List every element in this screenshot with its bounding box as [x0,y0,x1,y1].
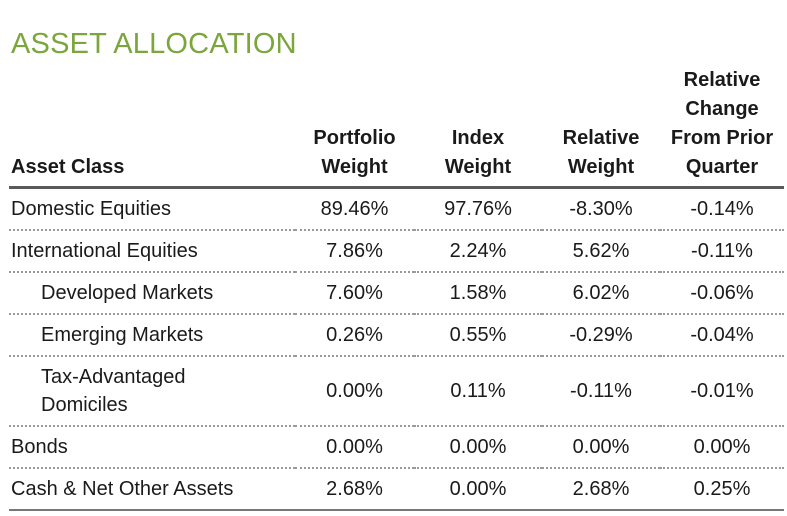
header-index-weight: Index Weight [414,66,542,189]
table-row: Developed Markets 7.60% 1.58% 6.02% -0.06% [9,272,784,315]
portfolio-weight-cell: 0.26% [295,314,414,357]
table-body: Domestic Equities 89.46% 97.76% -8.30% -0.14… [9,187,784,511]
asset-class-cell: Bonds [9,426,295,469]
header-asset-class: Asset Class [9,66,295,189]
relative-change-cell: -0.14% [660,187,784,231]
asset-class-cell: Developed Markets [9,272,295,315]
header-portfolio-weight: Portfolio Weight [295,66,414,189]
index-weight-cell: 0.00% [414,468,542,511]
index-weight-cell: 0.55% [414,314,542,357]
relative-change-cell: -0.04% [660,314,784,357]
asset-class-cell: Tax-Advantaged Domiciles [9,356,295,427]
table-row: International Equities 7.86% 2.24% 5.62% -0.… [9,230,784,273]
table-header: Asset Class Portfolio Weight Index Weight Rel… [9,66,784,189]
relative-weight-cell: -0.11% [542,356,660,427]
index-weight-cell: 2.24% [414,230,542,273]
relative-weight-cell: 2.68% [542,468,660,511]
relative-change-cell: -0.11% [660,230,784,273]
relative-change-cell: 0.25% [660,468,784,511]
table-row: Bonds 0.00% 0.00% 0.00% 0.00% [9,426,784,469]
relative-weight-cell: 0.00% [542,426,660,469]
index-weight-cell: 97.76% [414,187,542,231]
page-title: ASSET ALLOCATION [11,28,297,61]
index-weight-cell: 0.00% [414,426,542,469]
asset-class-cell: International Equities [9,230,295,273]
relative-change-cell: -0.01% [660,356,784,427]
table-row: Tax-Advantaged Domiciles 0.00% 0.11% -0.11% -… [9,356,784,427]
asset-class-cell: Emerging Markets [9,314,295,357]
asset-allocation-table: Asset Class Portfolio Weight Index Weight Rel… [9,66,784,511]
table-row: Domestic Equities 89.46% 97.76% -8.30% -0.14… [9,187,784,231]
relative-change-cell: -0.06% [660,272,784,315]
header-row: Asset Class Portfolio Weight Index Weight Rel… [9,66,784,189]
relative-weight-cell: -8.30% [542,187,660,231]
portfolio-weight-cell: 0.00% [295,426,414,469]
portfolio-weight-cell: 0.00% [295,356,414,427]
portfolio-weight-cell: 89.46% [295,187,414,231]
index-weight-cell: 1.58% [414,272,542,315]
header-relative-change: Relative Change From Prior Quarter [660,66,784,189]
portfolio-weight-cell: 7.60% [295,272,414,315]
asset-class-cell: Cash & Net Other Assets [9,468,295,511]
header-relative-weight: Relative Weight [542,66,660,189]
index-weight-cell: 0.11% [414,356,542,427]
asset-class-cell: Domestic Equities [9,187,295,231]
relative-weight-cell: 5.62% [542,230,660,273]
relative-weight-cell: 6.02% [542,272,660,315]
table-row: Cash & Net Other Assets 2.68% 0.00% 2.68% 0.… [9,468,784,511]
relative-change-cell: 0.00% [660,426,784,469]
portfolio-weight-cell: 2.68% [295,468,414,511]
portfolio-weight-cell: 7.86% [295,230,414,273]
relative-weight-cell: -0.29% [542,314,660,357]
table-row: Emerging Markets 0.26% 0.55% -0.29% -0.04% [9,314,784,357]
